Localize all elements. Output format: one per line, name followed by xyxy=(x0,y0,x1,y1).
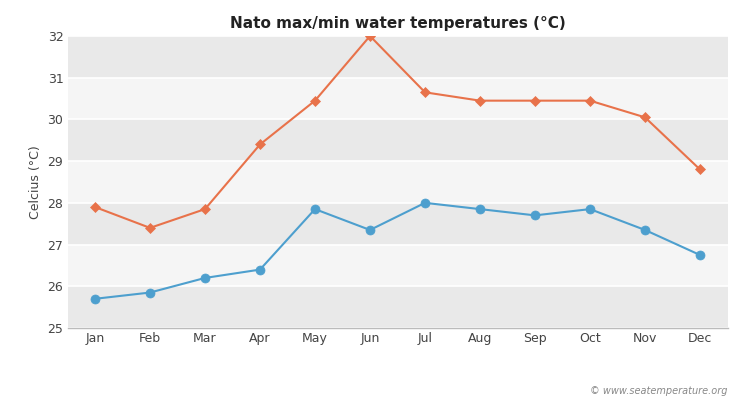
Y-axis label: Celcius (°C): Celcius (°C) xyxy=(29,145,42,219)
Text: © www.seatemperature.org: © www.seatemperature.org xyxy=(590,386,728,396)
Bar xyxy=(68,78,728,120)
Title: Nato max/min water temperatures (°C): Nato max/min water temperatures (°C) xyxy=(230,16,566,31)
Bar xyxy=(68,244,728,286)
Bar xyxy=(68,161,728,203)
